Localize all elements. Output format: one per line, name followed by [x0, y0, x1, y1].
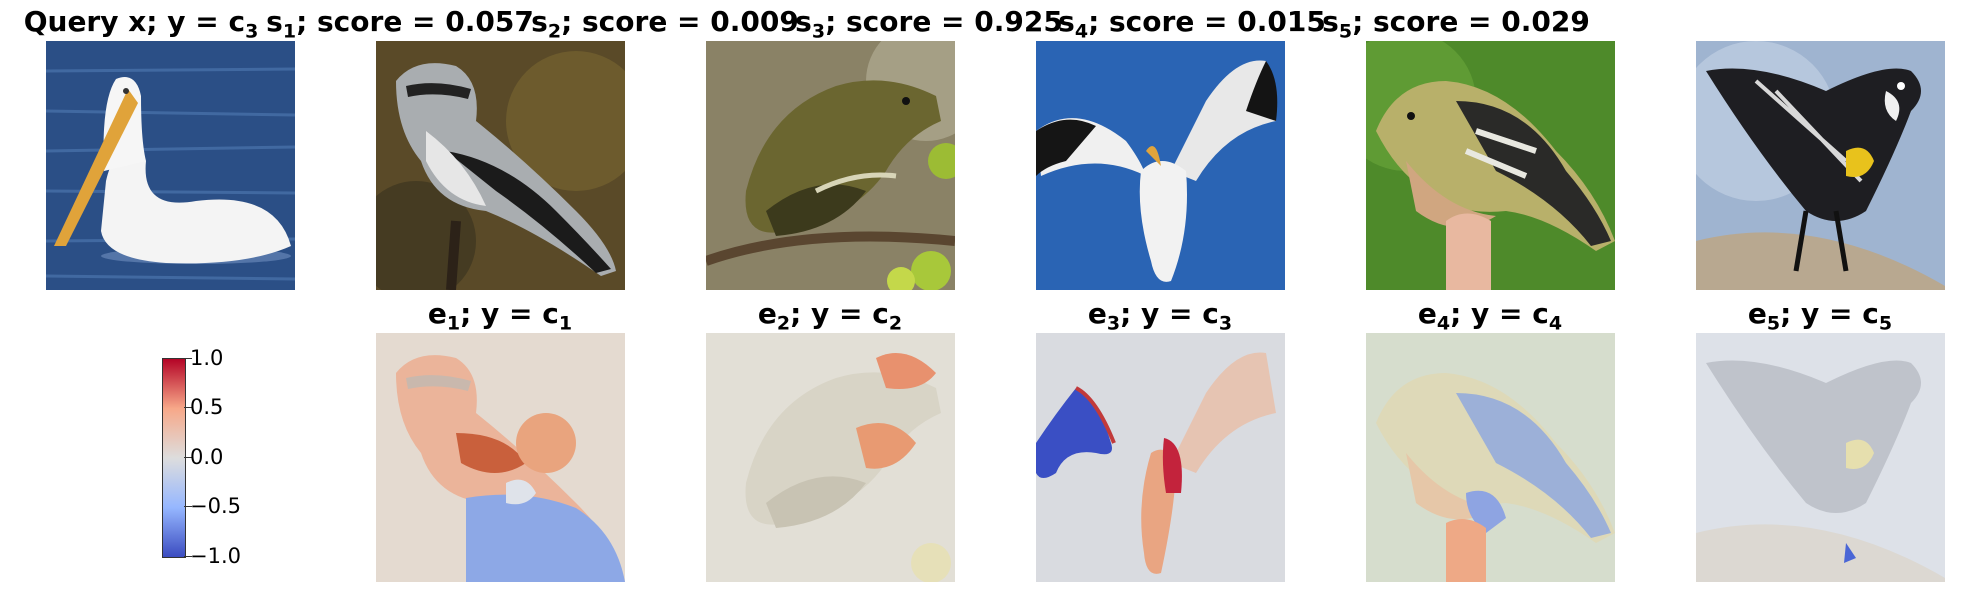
e1-heatmap: [376, 333, 625, 582]
e4-heatmap: [1366, 333, 1615, 582]
query-image-pelican: [46, 41, 295, 290]
e5-title: e5; y = c5: [1747, 297, 1893, 335]
colorbar-tick-label: −0.5: [190, 494, 241, 518]
s3-image-pelican-flight: [1036, 41, 1285, 290]
colorbar-tick-label: 1.0: [190, 346, 224, 370]
e4-title: e4; y = c4: [1417, 297, 1563, 335]
colorbar-tick: [184, 358, 192, 359]
e5-heatmap: [1696, 333, 1945, 582]
s5-title: s5; score = 0.029: [1322, 5, 1590, 43]
s1-image-shrike: [376, 41, 625, 290]
colorbar-tick-label: −1.0: [190, 544, 241, 568]
colorbar-tick: [184, 506, 192, 507]
e1-title: e1; y = c1: [427, 297, 573, 335]
colorbar-tick: [184, 457, 192, 458]
e2-title: e2; y = c2: [757, 297, 903, 335]
s1-title: s1; score = 0.057: [266, 5, 534, 43]
e3-heatmap: [1036, 333, 1285, 582]
s2-image-flycatcher: [706, 41, 955, 290]
s4-title: s4; score = 0.015: [1058, 5, 1326, 43]
colorbar: [162, 358, 186, 558]
e2-heatmap: [706, 333, 955, 582]
colorbar-tick-label: 0.5: [190, 395, 224, 419]
s2-title: s2; score = 0.009: [531, 5, 799, 43]
s5-image-yellow-rumped-warbler: [1696, 41, 1945, 290]
e3-title: e3; y = c3: [1087, 297, 1233, 335]
s3-title: s3; score = 0.925: [795, 5, 1063, 43]
colorbar-tick: [184, 556, 192, 557]
s4-image-warbler: [1366, 41, 1615, 290]
query-title: Query x; y = c3: [23, 5, 259, 43]
colorbar-tick-label: 0.0: [190, 445, 224, 469]
colorbar-tick: [184, 407, 192, 408]
